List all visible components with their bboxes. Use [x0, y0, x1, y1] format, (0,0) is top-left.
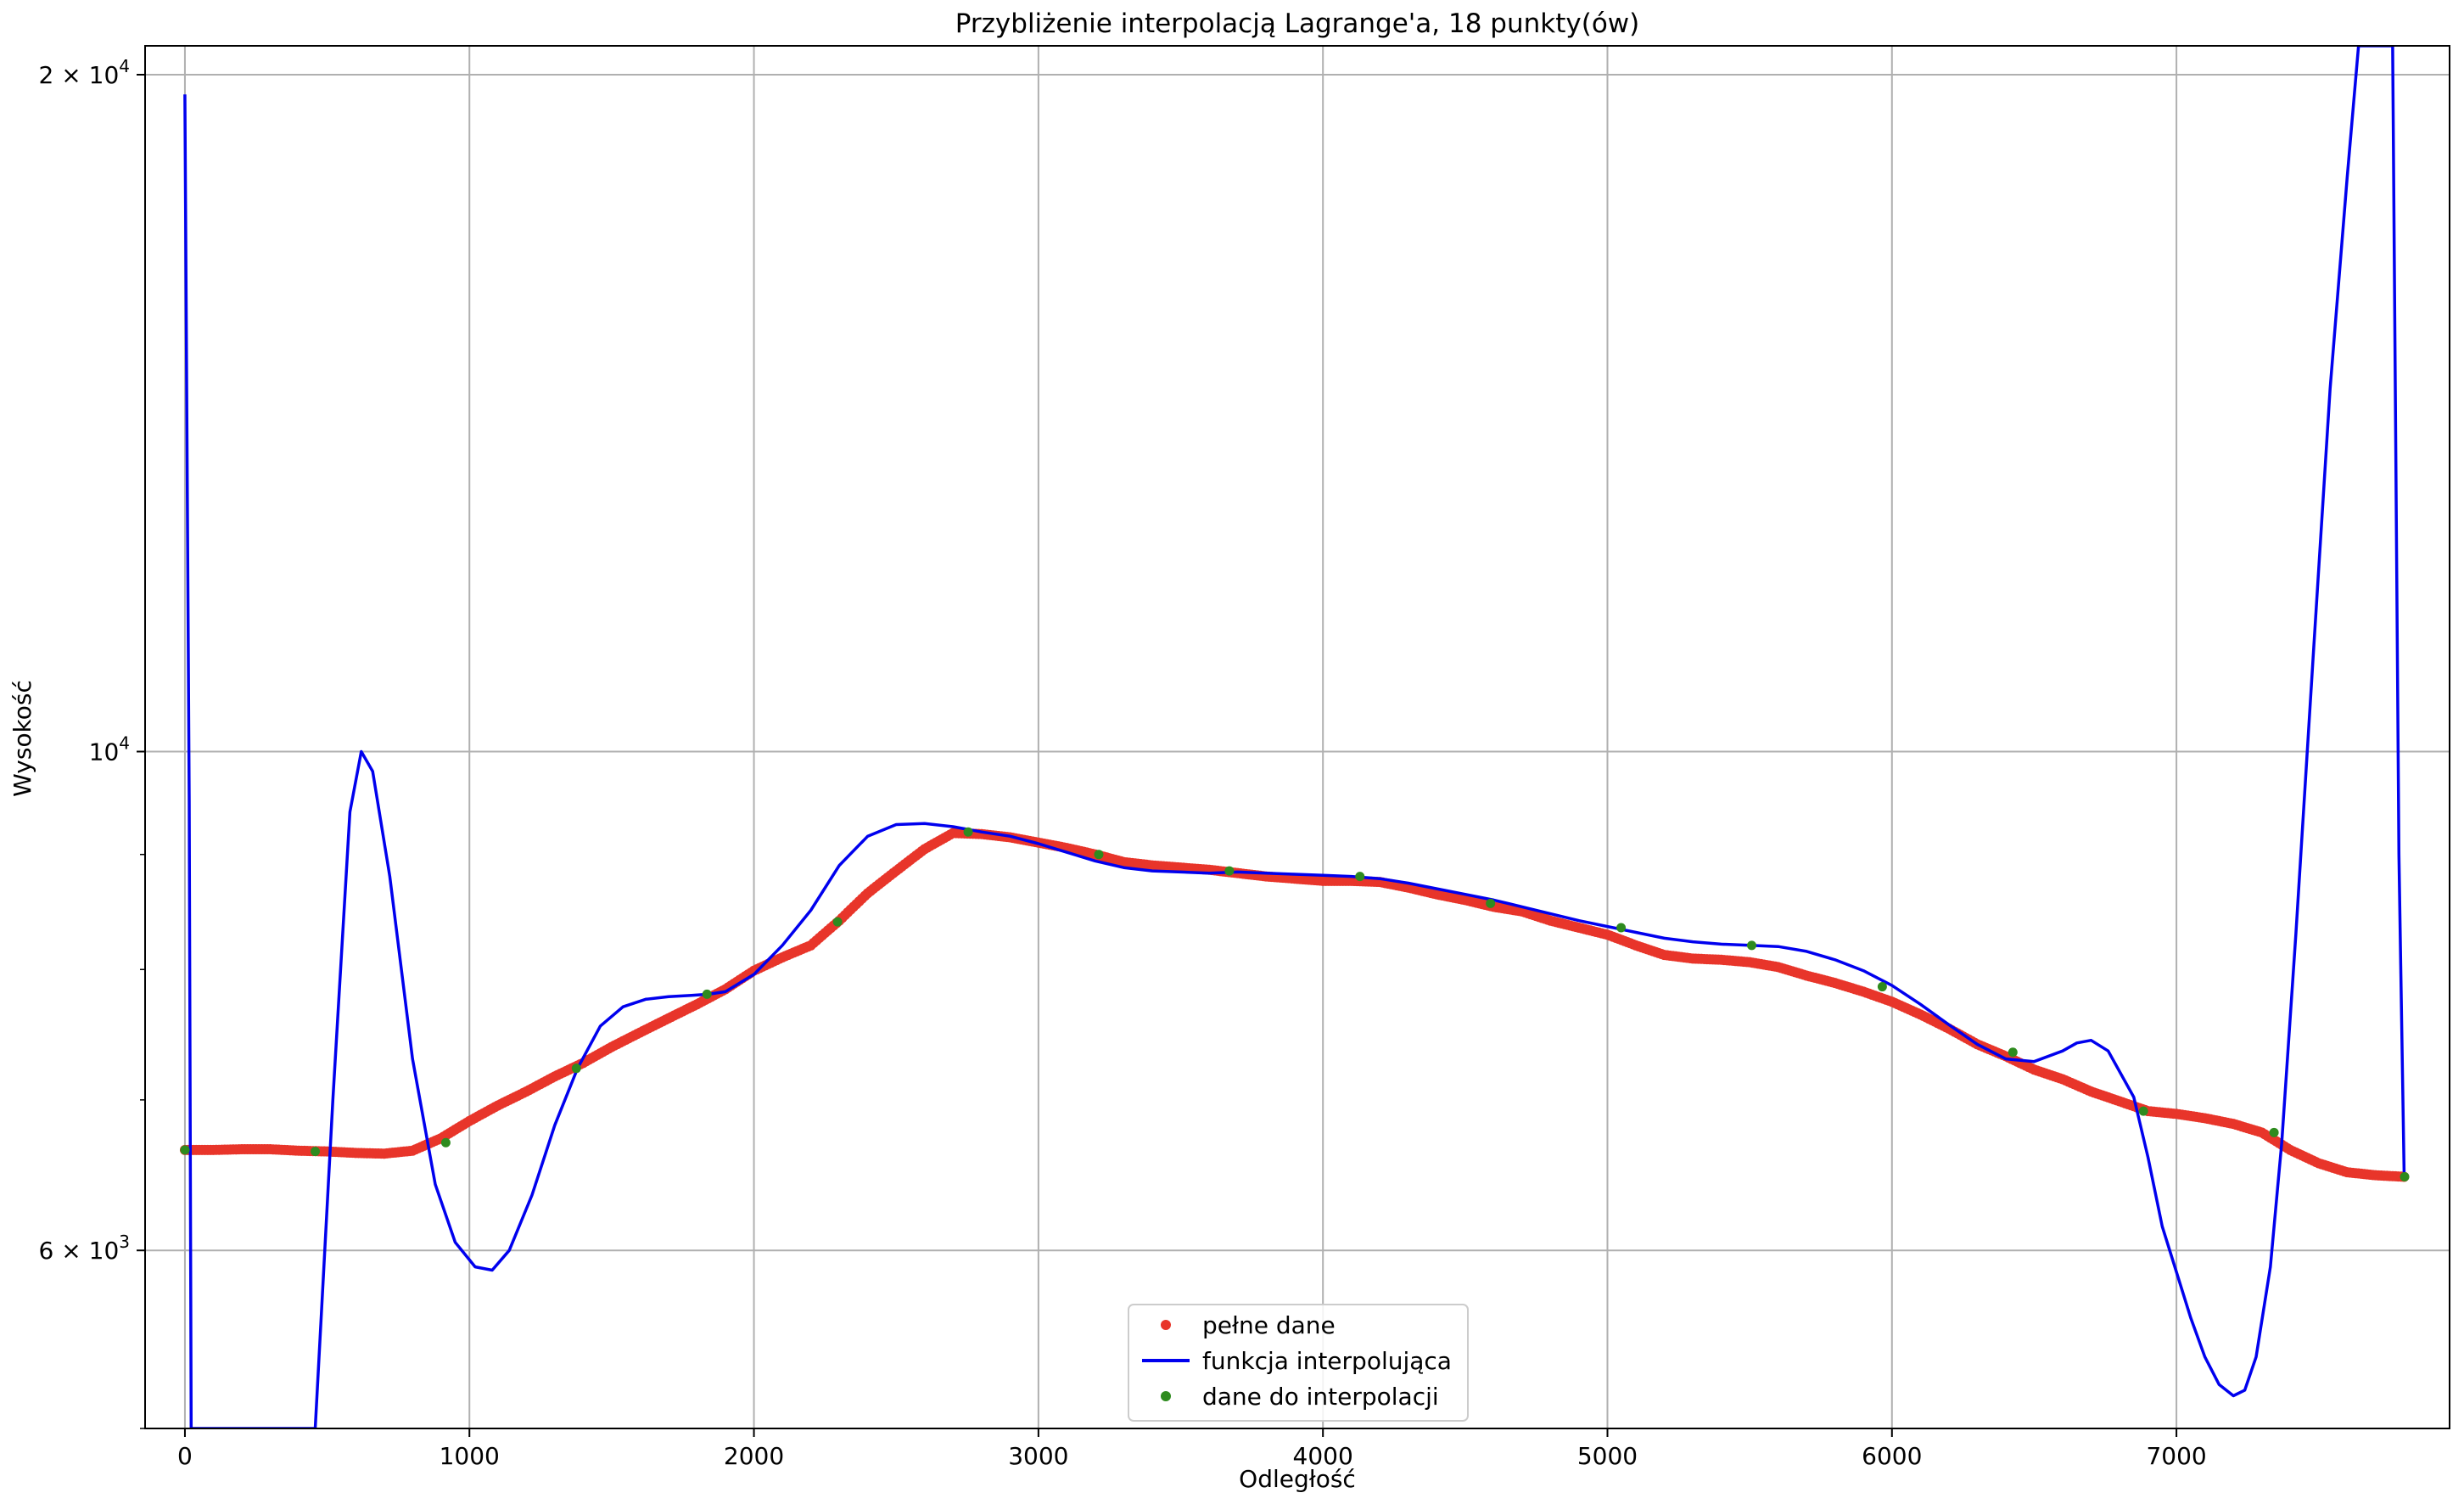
x-tick-label: 7000	[2146, 1442, 2206, 1470]
interpolation-node-point	[2269, 1127, 2279, 1137]
y-tick-label-exponent: 4	[119, 733, 130, 754]
series-interpolation-nodes	[180, 827, 2410, 1181]
legend-label-interpolation-nodes: dane do interpolacji	[1202, 1383, 1439, 1411]
x-tick-label: 0	[177, 1442, 193, 1470]
data-layer	[179, 46, 2410, 1428]
legend-marker-interpolation-nodes	[1161, 1391, 1171, 1401]
y-tick-label: 6 × 103	[39, 1232, 130, 1265]
interpolation-node-point	[311, 1147, 321, 1157]
interpolation-node-point	[1224, 866, 1235, 876]
interpolation-node-point	[1355, 872, 1365, 882]
x-tick-label: 4000	[1293, 1442, 1353, 1470]
interpolating-function-line	[183, 46, 2406, 1428]
plot-area-frame	[144, 45, 2450, 1429]
x-tick-label: 1000	[440, 1442, 500, 1470]
grid	[145, 46, 2450, 1428]
x-tick-label: 2000	[724, 1442, 784, 1470]
interpolation-node-point	[1616, 923, 1627, 933]
x-tick-label: 5000	[1577, 1442, 1638, 1470]
legend-label-full-data: pełne dane	[1202, 1311, 1336, 1339]
interpolation-node-point	[1877, 982, 1887, 992]
x-tick-label: 6000	[1862, 1442, 1922, 1470]
interpolation-node-point	[702, 989, 712, 999]
interpolation-node-point	[963, 827, 973, 837]
interpolation-node-point	[2400, 1171, 2410, 1181]
legend-label-interpolating-function: funkcja interpolująca	[1202, 1347, 1452, 1375]
y-tick-label-base: 10	[89, 738, 120, 766]
y-tick-label-base: 2 × 10	[39, 61, 120, 89]
interpolation-node-point	[832, 917, 843, 927]
interpolation-node-point	[2008, 1047, 2018, 1058]
x-tick-label: 3000	[1008, 1442, 1068, 1470]
y-tick-label-exponent: 3	[119, 1232, 130, 1252]
y-axis-label: Wysokość	[8, 680, 36, 797]
x-axis-label: Odległość	[1239, 1465, 1356, 1493]
interpolation-node-point	[180, 1145, 190, 1155]
series-full-data	[179, 828, 2410, 1182]
interpolation-node-point	[2138, 1106, 2148, 1116]
legend-box	[1128, 1304, 1469, 1422]
y-tick-label: 104	[89, 733, 130, 766]
interpolation-node-point	[1486, 898, 1496, 908]
y-tick-label-exponent: 4	[119, 56, 130, 76]
interpolation-node-point	[440, 1137, 451, 1148]
y-tick-label-base: 6 × 10	[39, 1237, 120, 1265]
legend-marker-full-data	[1161, 1320, 1171, 1330]
interpolation-node-point	[1746, 940, 1756, 951]
legend: pełne dane funkcja interpolująca dane do…	[1128, 1304, 1469, 1422]
y-tick-label: 2 × 104	[39, 56, 130, 89]
interpolation-node-point	[571, 1063, 581, 1074]
interpolation-node-point	[1094, 850, 1104, 860]
chart-title: Przybliżenie interpolacją Lagrange'a, 18…	[955, 8, 1639, 39]
